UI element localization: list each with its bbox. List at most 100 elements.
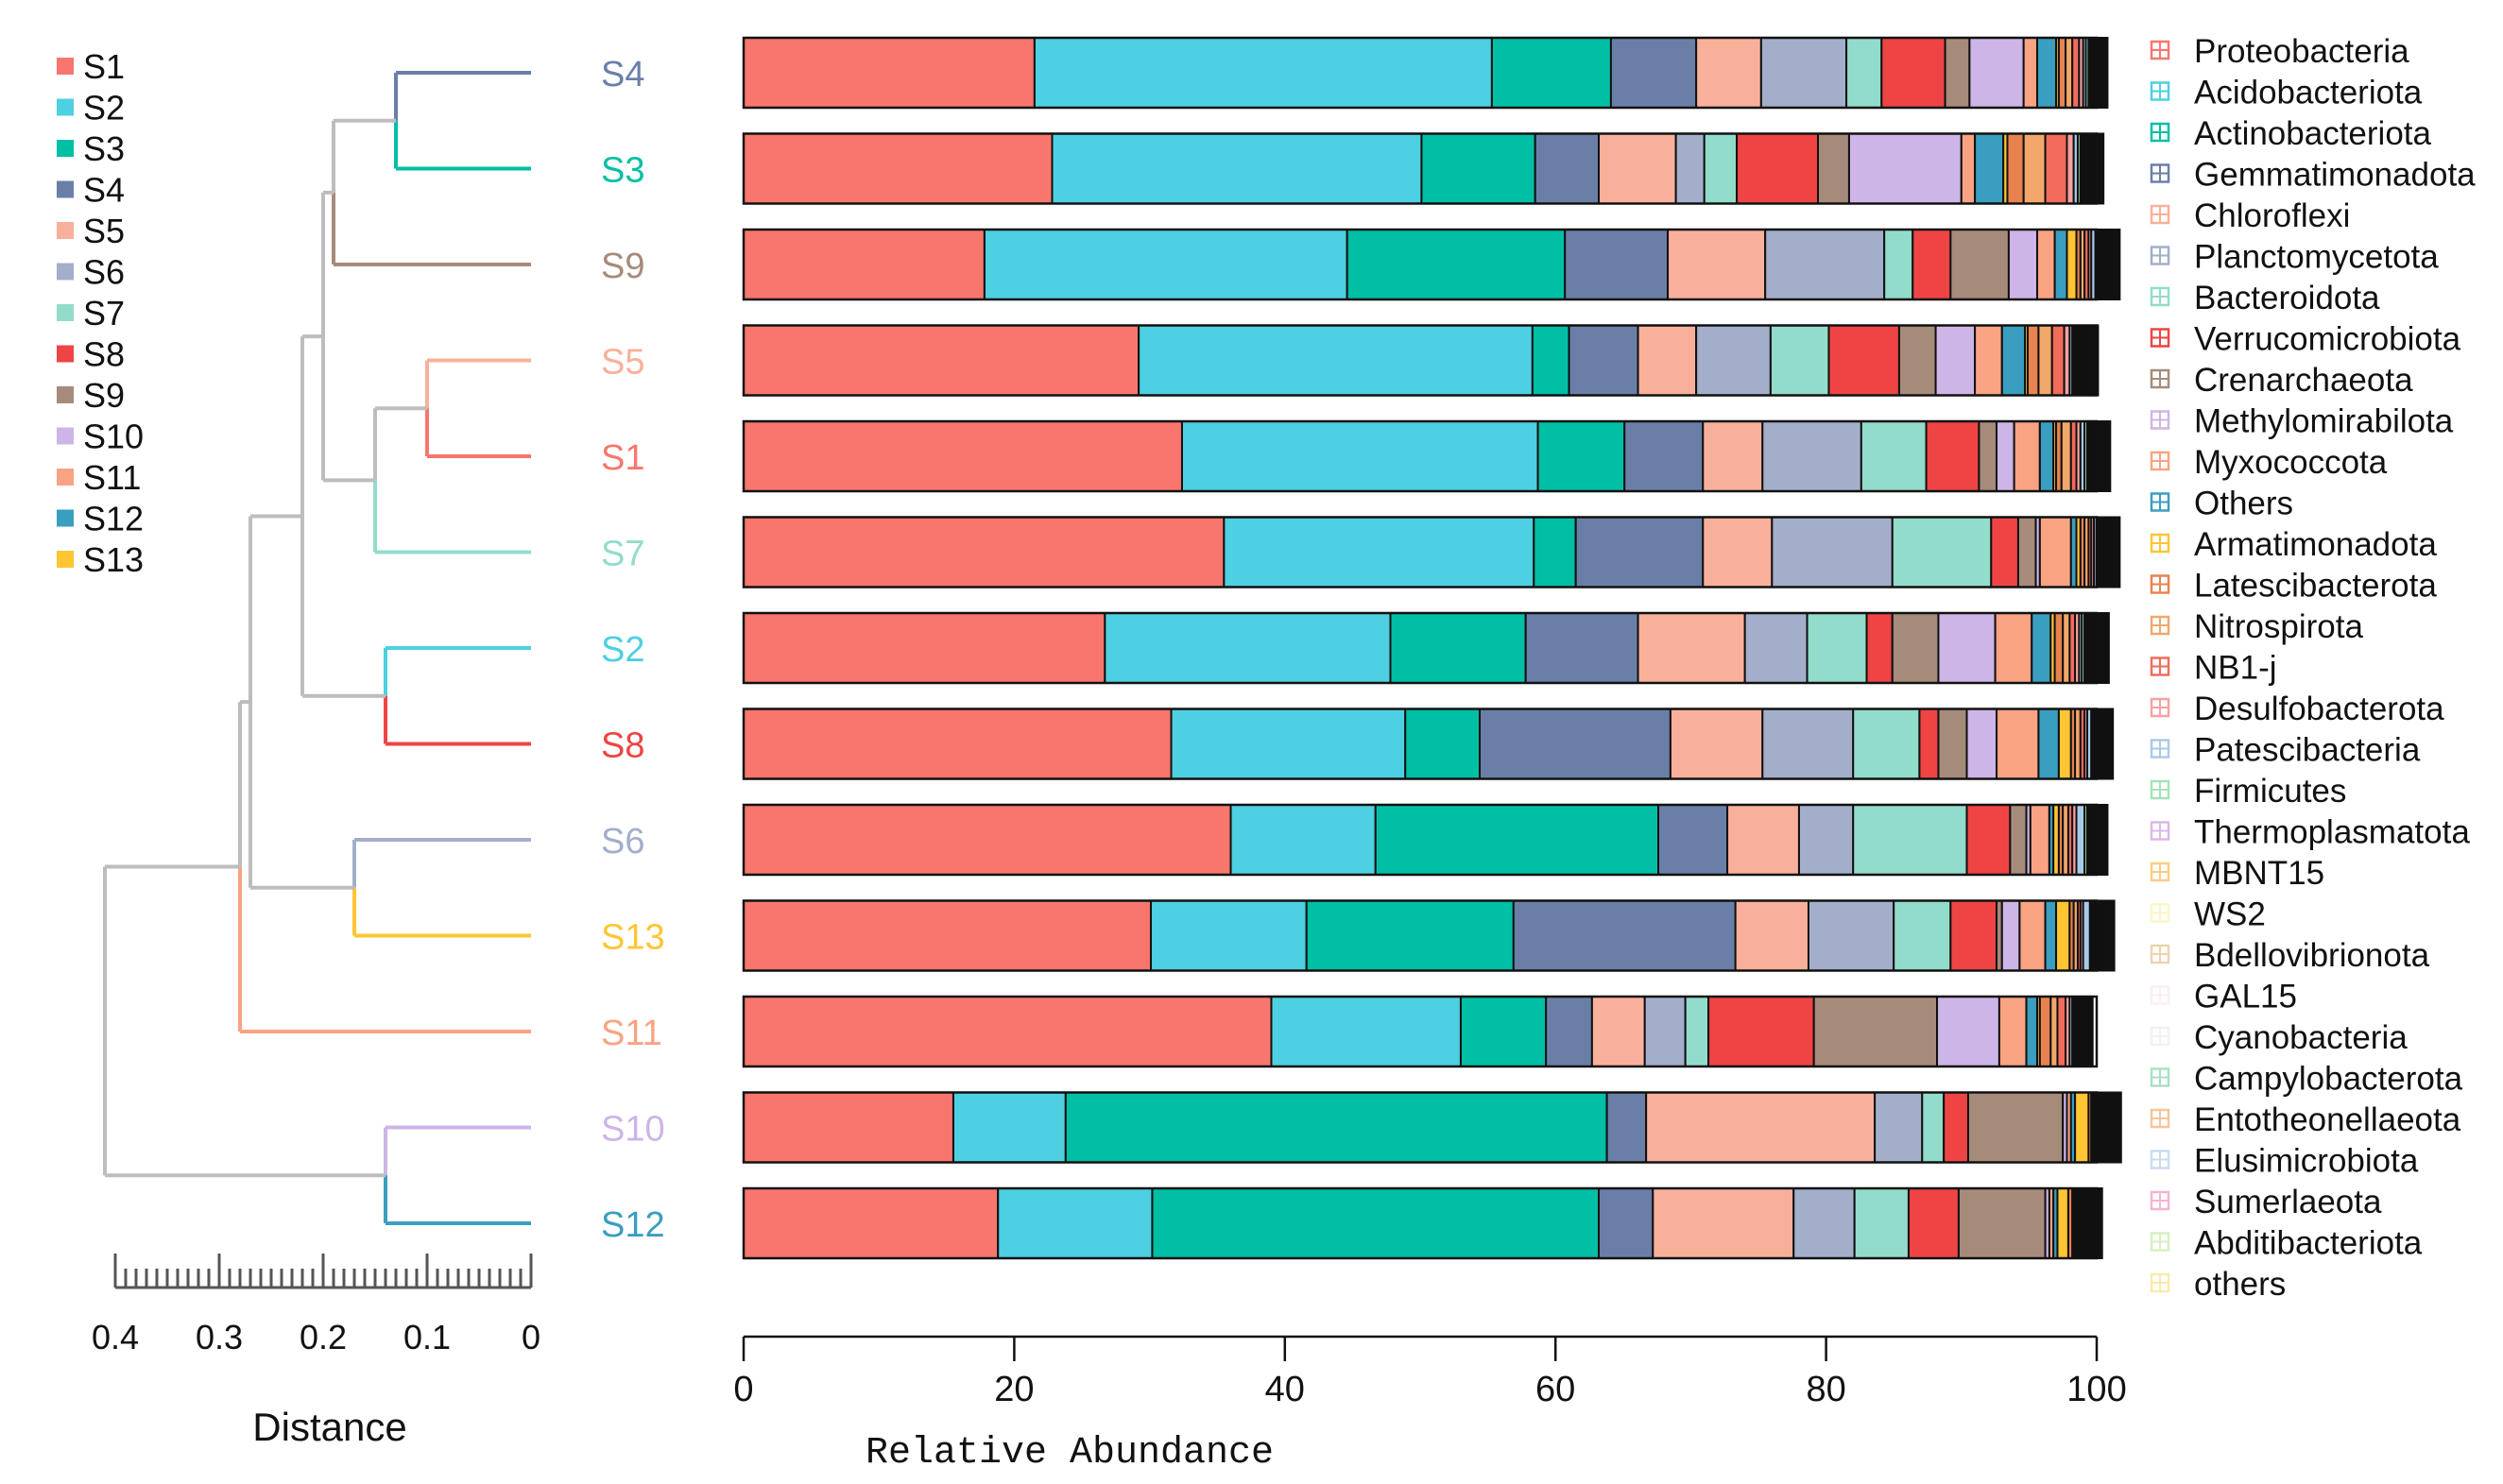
bar-outline xyxy=(742,132,2099,205)
phylum-legend-label: WS2 xyxy=(2194,896,2266,933)
bar-segment xyxy=(2107,708,2115,780)
bar-segment xyxy=(2074,1091,2090,1164)
sample-legend-swatch xyxy=(57,469,74,486)
bar-row-S3 xyxy=(742,132,2105,205)
bar-segment xyxy=(1847,132,1963,205)
phylum-legend-item: WS2 xyxy=(2150,896,2266,933)
phylum-legend-item: Campylobacterota xyxy=(2150,1061,2463,1098)
bar-segment xyxy=(2026,324,2040,397)
phylum-legend-item: Armatimonadota xyxy=(2150,526,2437,563)
bar-segment xyxy=(2022,132,2047,205)
bar-segment xyxy=(1996,708,2040,780)
bar-segment xyxy=(2050,324,2066,397)
row-label-S9: S9 xyxy=(601,247,644,286)
dendrogram-tick-label: 0.4 xyxy=(92,1318,139,1356)
phylum-legend-item: GAL15 xyxy=(2150,979,2297,1015)
bar-segment xyxy=(1404,708,1482,780)
bar-segment xyxy=(1949,229,2010,300)
bar-segment xyxy=(1912,229,1952,300)
bar-segment xyxy=(1674,132,1706,205)
phylum-legend: Proteobacteria Acidobacteriota Actinobacte… xyxy=(2150,33,2476,1303)
bar-segment xyxy=(1966,1091,2065,1164)
phylum-legend-label: GAL15 xyxy=(2194,979,2297,1015)
bar-segment xyxy=(2071,37,2081,109)
bar-segment xyxy=(1880,37,1946,109)
bar-segment xyxy=(1707,996,1815,1067)
bar-segment xyxy=(1637,324,1698,397)
bar-segment xyxy=(1223,516,1535,588)
phylum-legend-item: Actinobacteriota xyxy=(2150,115,2432,152)
bar-segment xyxy=(1853,1187,1910,1259)
bar-row-S9 xyxy=(742,228,2121,301)
row-label-S10: S10 xyxy=(601,1110,665,1150)
bar-segment xyxy=(1524,612,1639,684)
bar-segment xyxy=(2038,516,2072,588)
bar-segment xyxy=(1918,708,1940,780)
phylum-legend-item: Cyanobacteria xyxy=(2150,1019,2408,1056)
phylum-legend-item: Bdellovibrionota xyxy=(2150,937,2430,974)
bar-segment xyxy=(1657,804,1729,876)
bar-segment xyxy=(1974,324,2003,397)
sample-legend-swatch xyxy=(57,180,74,198)
phylum-legend-item: Sumerlaeota xyxy=(2150,1184,2382,1220)
sample-legend-label: S6 xyxy=(83,253,125,292)
bar-segment xyxy=(2065,37,2074,109)
bar-segment xyxy=(2037,324,2053,397)
bar-segment xyxy=(2031,612,2052,684)
bar-segment xyxy=(743,804,1232,876)
bar-row-S4 xyxy=(742,36,2109,110)
sample-legend-swatch xyxy=(57,551,74,568)
bar-segment xyxy=(1533,516,1577,588)
phylum-legend-label: Actinobacteriota xyxy=(2194,115,2432,152)
bar-segment xyxy=(1937,612,1997,684)
phylum-legend-label: others xyxy=(2194,1266,2286,1303)
bar-segment xyxy=(2006,132,2025,205)
bar-segment xyxy=(2062,612,2071,684)
bar-segment xyxy=(1943,1091,1969,1164)
phylum-legend-label: Entotheonellaeota xyxy=(2194,1101,2461,1138)
bar-segment xyxy=(2060,420,2072,492)
bar-segment xyxy=(743,229,986,300)
bar-segment xyxy=(1960,132,1977,205)
bar-segment xyxy=(2055,899,2071,972)
phylum-legend-item: Latescibacterota xyxy=(2150,568,2437,605)
bar-segment xyxy=(1974,132,2005,205)
phylum-legend-item: Elusimicrobiota xyxy=(2150,1143,2419,1180)
bar-segment xyxy=(1605,1091,1648,1164)
bar-segment xyxy=(2102,804,2109,876)
row-label-S3: S3 xyxy=(601,151,644,191)
bar-segment xyxy=(1531,324,1570,397)
bar-segment xyxy=(1978,420,1998,492)
phylum-legend-item: Methylomirabilota xyxy=(2150,403,2454,440)
bar-segment xyxy=(743,37,1036,109)
bar-segment xyxy=(1769,324,1830,397)
bar-segment xyxy=(1996,420,2015,492)
phylum-legend-label: Myxococcota xyxy=(2194,444,2388,481)
bar-segment xyxy=(1104,612,1392,684)
phylum-legend-label: Crenarchaeota xyxy=(2194,362,2413,399)
sample-row-labels: S4 S3 S9 S5 S1 S7 S2 S8 S6 S13 S11 S10 S12 xyxy=(601,55,665,1245)
bar-segment xyxy=(1936,996,2000,1067)
bar-segment xyxy=(1852,708,1921,780)
bar-row-S5 xyxy=(742,324,2100,397)
bar-segment xyxy=(1598,1187,1654,1259)
phylum-legend-label: Latescibacterota xyxy=(2194,568,2437,605)
bar-segment xyxy=(743,324,1140,397)
dendrogram-xlabel: Distance xyxy=(252,1405,406,1449)
sample-legend-label: S10 xyxy=(83,418,144,456)
bar-segment xyxy=(2056,996,2067,1067)
phylum-legend-item: NB1-j xyxy=(2150,650,2277,687)
phylum-legend-label: Firmicutes xyxy=(2194,773,2346,810)
bar-segment xyxy=(743,1091,954,1164)
bar-segment xyxy=(1490,37,1612,109)
bar-segment xyxy=(1883,229,1914,300)
bar-segment xyxy=(2057,37,2067,109)
bar-segment xyxy=(1736,132,1820,205)
bar-segment xyxy=(2018,899,2047,972)
bar-segment xyxy=(1925,420,1980,492)
bar-outline xyxy=(742,899,2099,972)
x-tick-label: 100 xyxy=(2066,1370,2126,1409)
bar-segment xyxy=(2106,899,2116,972)
